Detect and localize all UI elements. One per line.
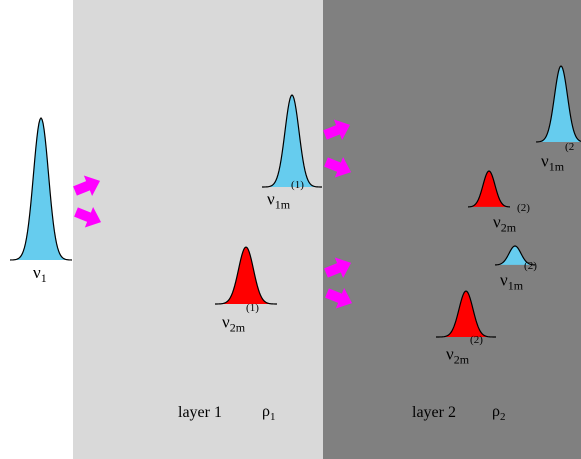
layer1-mode2-pulse	[214, 246, 278, 305]
layer-1-caption: layer 1	[178, 404, 222, 421]
layer-1-density: ρ1	[262, 403, 276, 424]
layer2-pulse-label-1: ν1m(2	[541, 141, 575, 174]
layer2-pulse-1	[535, 65, 581, 143]
layer2-pulse-3	[494, 245, 536, 266]
layer2-pulse-label-2: ν2m(2)	[493, 202, 530, 235]
arrow-layer1-mode1-up	[323, 119, 351, 140]
layer1-mode2-label: ν2m(1)	[222, 302, 259, 335]
layer-1-region	[73, 0, 323, 459]
arrow-layer1-mode1-down	[324, 157, 352, 178]
layer-2-region	[323, 0, 581, 459]
arrow-layer1-mode2-down	[325, 288, 353, 309]
layer-2-density: ρ2	[492, 403, 506, 424]
layer2-pulse-4	[435, 290, 497, 338]
layer2-pulse-label-3: ν1m(2)	[500, 260, 537, 293]
layer1-mode1-label: ν1m(1)	[267, 179, 304, 212]
arrow-layer1-mode2-up	[324, 257, 352, 278]
incident-pulse	[9, 117, 73, 261]
arrow-incident-up	[73, 175, 101, 196]
arrow-incident-down	[74, 207, 102, 228]
layer-2-caption: layer 2	[412, 404, 456, 421]
layer2-pulse-2	[467, 170, 511, 208]
layer1-mode1-pulse	[261, 94, 323, 188]
layer2-pulse-label-4: ν2m(2)	[446, 334, 483, 367]
incident-label: ν1	[33, 263, 47, 285]
